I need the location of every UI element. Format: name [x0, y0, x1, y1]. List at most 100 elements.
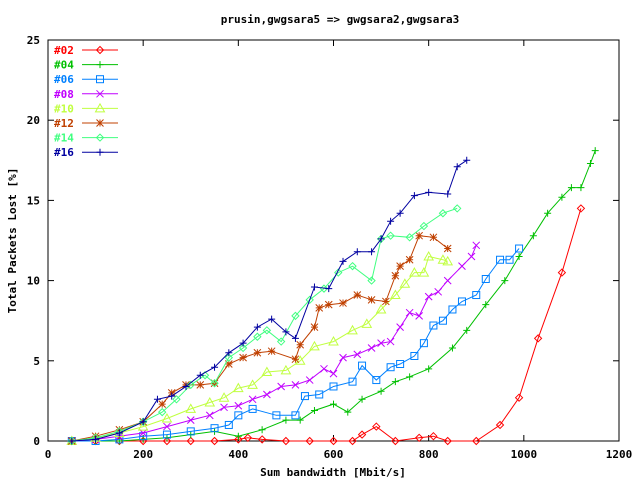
data-point-10-21 — [418, 267, 430, 277]
data-point-04-26 — [558, 193, 566, 201]
data-point-10-23 — [437, 254, 449, 264]
data-point-12-26 — [429, 233, 438, 242]
data-point-12-27 — [443, 244, 452, 253]
data-point-10-20 — [409, 267, 420, 277]
data-point-06-6 — [210, 424, 219, 433]
data-point-08-29 — [472, 241, 481, 250]
legend-label-02: #02 — [54, 44, 74, 57]
data-point-10-19 — [399, 278, 411, 288]
data-point-14-22 — [405, 233, 414, 242]
legend-label-16: #16 — [54, 146, 74, 159]
data-point-16-8 — [211, 363, 219, 371]
y-tick-label-4: 20 — [27, 114, 40, 127]
data-point-08-16 — [339, 353, 347, 362]
data-point-12-7 — [196, 381, 205, 389]
data-point-10-7 — [218, 392, 230, 402]
data-point-02-12 — [329, 436, 338, 446]
data-point-10-9 — [247, 379, 258, 389]
data-point-04-12 — [330, 400, 337, 408]
data-point-14-15 — [305, 295, 314, 305]
data-point-14-13 — [276, 337, 286, 346]
data-point-08-9 — [248, 395, 257, 404]
data-point-04-11 — [310, 407, 318, 415]
chart-title: prusin,gwgsara5 => gwgsara2,gwgsara3 — [221, 13, 459, 26]
data-point-08-12 — [291, 381, 300, 389]
data-point-16-27 — [463, 156, 471, 164]
data-point-06-17 — [372, 376, 381, 385]
data-point-02-6 — [210, 436, 219, 446]
y-tick-label-1: 5 — [33, 355, 40, 368]
data-point-10-18 — [390, 289, 401, 300]
data-point-08-26 — [443, 276, 452, 285]
data-point-10-11 — [280, 364, 292, 375]
data-point-14-19 — [367, 276, 376, 285]
data-point-16-6 — [182, 382, 190, 390]
series-16 — [68, 156, 471, 445]
data-point-06-25 — [457, 297, 466, 306]
y-tick-label-5: 25 — [27, 34, 40, 47]
data-point-12-19 — [353, 291, 362, 299]
y-tick-label-3: 15 — [27, 194, 40, 207]
x-tick-label-2: 400 — [228, 448, 248, 461]
data-point-12-22 — [391, 271, 400, 280]
data-point-06-10 — [272, 411, 281, 420]
data-point-02-18 — [429, 431, 438, 441]
data-point-16-19 — [368, 248, 376, 256]
data-point-16-3 — [139, 418, 147, 426]
data-point-12-14 — [296, 340, 305, 349]
legend-label-14: #14 — [54, 132, 74, 145]
data-point-16-10 — [239, 339, 247, 347]
data-point-02-23 — [533, 334, 543, 343]
data-point-10-14 — [328, 336, 339, 346]
data-point-06-15 — [348, 377, 357, 386]
data-point-08-17 — [353, 350, 362, 359]
data-point-16-12 — [268, 315, 276, 323]
data-point-08-6 — [205, 411, 214, 420]
x-axis-label: Sum bandwidth [Mbit/s] — [260, 466, 406, 479]
data-point-06-24 — [448, 305, 457, 314]
data-point-02-22 — [514, 393, 524, 402]
data-point-02-8 — [243, 433, 253, 442]
data-point-16-0 — [68, 437, 76, 445]
legend-label-06: #06 — [54, 73, 74, 86]
y-axis-label: Total Packets Lost [%] — [6, 168, 19, 314]
data-point-14-14 — [291, 311, 300, 321]
data-point-14-4 — [157, 407, 167, 417]
data-point-08-8 — [234, 401, 243, 410]
series-line-12 — [71, 235, 449, 442]
data-point-10-4 — [161, 413, 173, 423]
data-point-04-13 — [344, 408, 352, 416]
data-point-08-27 — [458, 262, 466, 271]
data-point-12-21 — [381, 297, 390, 306]
data-point-12-4 — [158, 400, 167, 408]
data-point-08-18 — [367, 344, 376, 352]
data-point-06-14 — [329, 382, 338, 391]
legend-marker-12 — [96, 119, 104, 127]
data-point-06-16 — [358, 361, 367, 370]
data-point-12-15 — [310, 323, 319, 331]
data-point-08-10 — [263, 390, 271, 399]
data-point-14-21 — [386, 231, 395, 240]
data-point-06-22 — [429, 321, 438, 330]
data-point-10-17 — [375, 303, 387, 314]
data-point-04-9 — [282, 416, 290, 424]
data-point-12-9 — [224, 360, 233, 368]
data-point-16-5 — [168, 392, 176, 400]
data-point-06-26 — [472, 291, 481, 300]
data-point-10-8 — [232, 382, 244, 393]
data-point-16-13 — [282, 328, 290, 336]
data-point-08-19 — [377, 339, 385, 348]
x-tick-label-4: 800 — [419, 448, 439, 461]
data-point-06-5 — [186, 427, 195, 436]
legend-marker-08 — [96, 89, 104, 98]
data-point-10-6 — [204, 396, 216, 407]
data-point-04-17 — [406, 373, 414, 381]
data-point-02-5 — [186, 436, 195, 446]
legend-label-08: #08 — [54, 88, 74, 101]
data-point-06-9 — [248, 404, 257, 413]
data-point-04-18 — [425, 365, 433, 373]
data-point-16-2 — [115, 429, 123, 437]
data-point-12-20 — [367, 295, 376, 304]
data-point-04-10 — [296, 416, 304, 424]
x-tick-label-0: 0 — [45, 448, 52, 461]
